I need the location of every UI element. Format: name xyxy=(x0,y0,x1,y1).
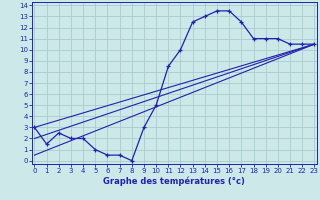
X-axis label: Graphe des températures (°c): Graphe des températures (°c) xyxy=(103,177,245,186)
